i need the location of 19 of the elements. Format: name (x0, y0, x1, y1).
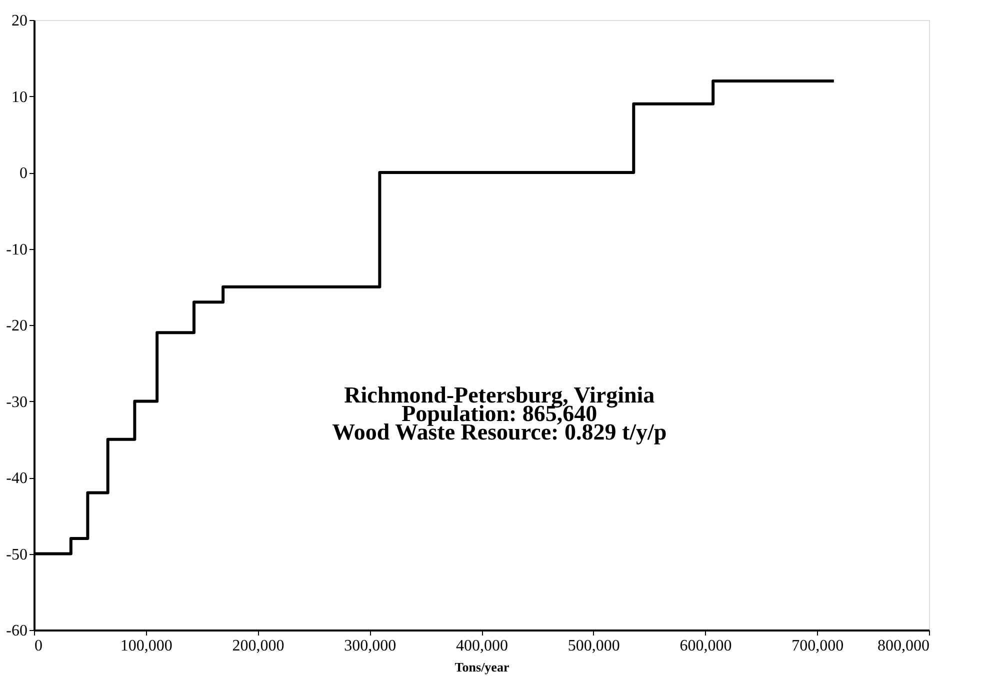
x-tick-label: 100,000 (120, 638, 172, 654)
x-tick-label: 600,000 (680, 638, 732, 654)
y-tick-label: -50 (6, 546, 28, 564)
x-tick-label: 0 (34, 638, 42, 654)
y-tick-label: -60 (6, 622, 28, 640)
y-tick-label: -30 (6, 394, 28, 411)
x-tick-label: 400,000 (456, 638, 508, 654)
x-tick-label: 200,000 (232, 638, 284, 654)
y-tick-label: 0 (20, 165, 28, 182)
y-tick-label: 20 (12, 12, 28, 30)
x-axis-title: Tons/year (454, 660, 510, 674)
x-tick-label: 300,000 (344, 638, 396, 654)
x-tick-label: 500,000 (568, 638, 620, 654)
y-tick-label: -10 (6, 241, 28, 258)
x-tick-label: 700,000 (792, 638, 844, 654)
x-tick-label: 800,000 (878, 638, 930, 654)
y-tick-label: -40 (6, 470, 28, 487)
y-tick-label: 10 (12, 88, 28, 106)
y-tick-label: -20 (6, 318, 28, 334)
